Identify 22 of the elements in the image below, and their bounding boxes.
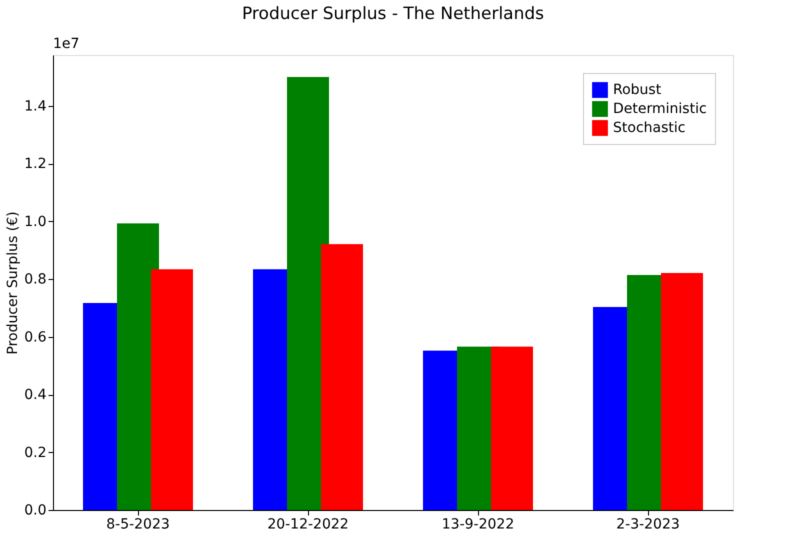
y-tick-label: 0.2	[24, 444, 46, 461]
bar	[661, 272, 703, 510]
y-tick-label: 1.4	[24, 98, 47, 114]
x-tick-label: 13-9-2022	[442, 516, 514, 532]
x-tick-label: 8-5-2023	[106, 516, 170, 532]
y-tick-label: 0.4	[24, 387, 47, 404]
legend-label: Deterministic	[613, 101, 707, 117]
x-tick-label: 20-12-2022	[267, 516, 349, 532]
y-tick-label: 1.2	[24, 156, 46, 172]
legend-label: Stochastic	[613, 120, 686, 136]
text: 1e7	[53, 36, 80, 52]
bar	[321, 244, 363, 510]
legend-label: Robust	[613, 82, 662, 98]
bar	[491, 346, 533, 510]
x-tick-label: 2-3-2023	[616, 516, 680, 532]
y-tick-label: 0.0	[24, 502, 46, 518]
y-tick-label: 1.0	[24, 214, 46, 230]
y-tick-label: 0.8	[24, 272, 46, 288]
y-axis-title: Producer Surplus (€)	[5, 211, 22, 355]
chart-title: Producer Surplus - The Netherlands	[242, 4, 544, 24]
bar	[151, 269, 193, 510]
y-tick-label: 0.6	[24, 329, 47, 346]
